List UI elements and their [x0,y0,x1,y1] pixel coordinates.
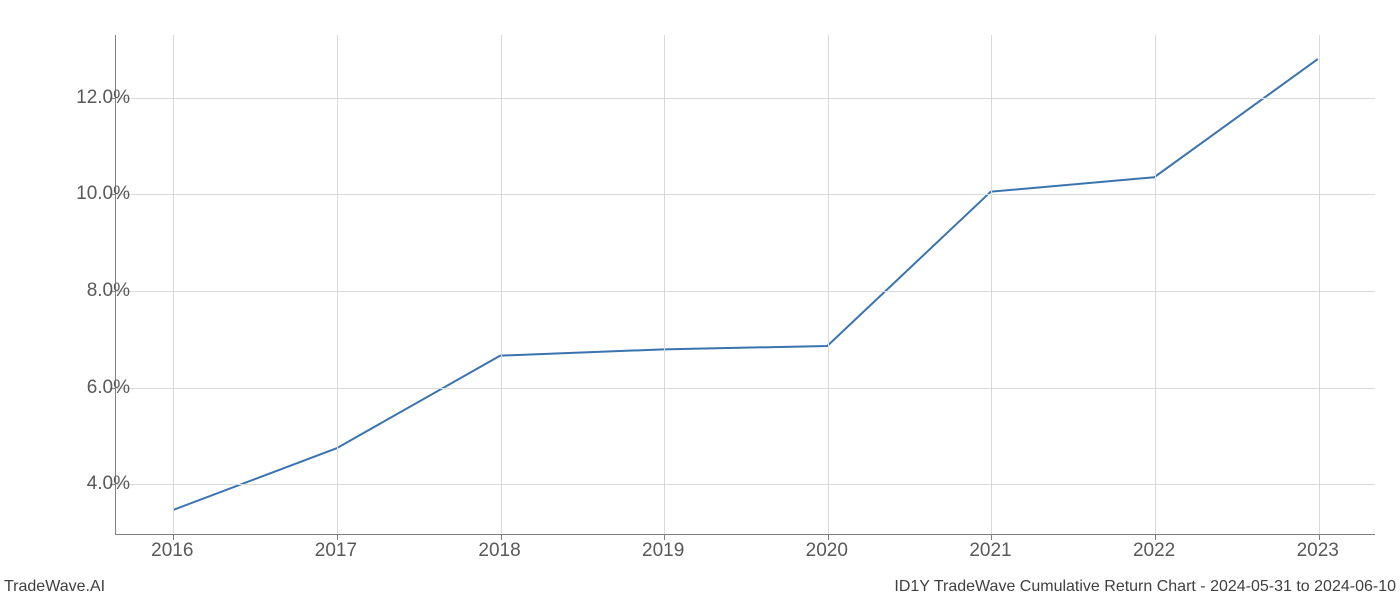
gridline-vertical [337,35,338,534]
gridline-vertical [1155,35,1156,534]
line-series-svg [116,35,1375,534]
gridline-vertical [501,35,502,534]
x-axis-tick-label: 2023 [1297,540,1339,562]
chart-plot-area [115,35,1375,535]
x-axis-tick-label: 2022 [1133,540,1175,562]
footer-left-label: TradeWave.AI [4,578,105,596]
y-axis-tick-label: 12.0% [76,87,130,109]
gridline-horizontal [116,194,1375,195]
y-axis-tick-label: 10.0% [76,183,130,205]
gridline-horizontal [116,291,1375,292]
y-axis-tick-label: 8.0% [87,280,130,302]
gridline-horizontal [116,388,1375,389]
x-axis-tick-label: 2020 [806,540,848,562]
x-axis-tick-label: 2017 [315,540,357,562]
y-axis-tick-label: 4.0% [87,473,130,495]
gridline-vertical [173,35,174,534]
x-axis-tick-label: 2018 [478,540,520,562]
gridline-vertical [828,35,829,534]
footer-right-label: ID1Y TradeWave Cumulative Return Chart -… [894,578,1396,596]
x-axis-tick-label: 2021 [969,540,1011,562]
gridline-vertical [991,35,992,534]
x-axis-tick-label: 2016 [151,540,193,562]
gridline-horizontal [116,484,1375,485]
y-axis-tick-label: 6.0% [87,377,130,399]
gridline-vertical [664,35,665,534]
x-axis-tick-label: 2019 [642,540,684,562]
gridline-horizontal [116,98,1375,99]
plot-box [115,35,1375,535]
gridline-vertical [1319,35,1320,534]
